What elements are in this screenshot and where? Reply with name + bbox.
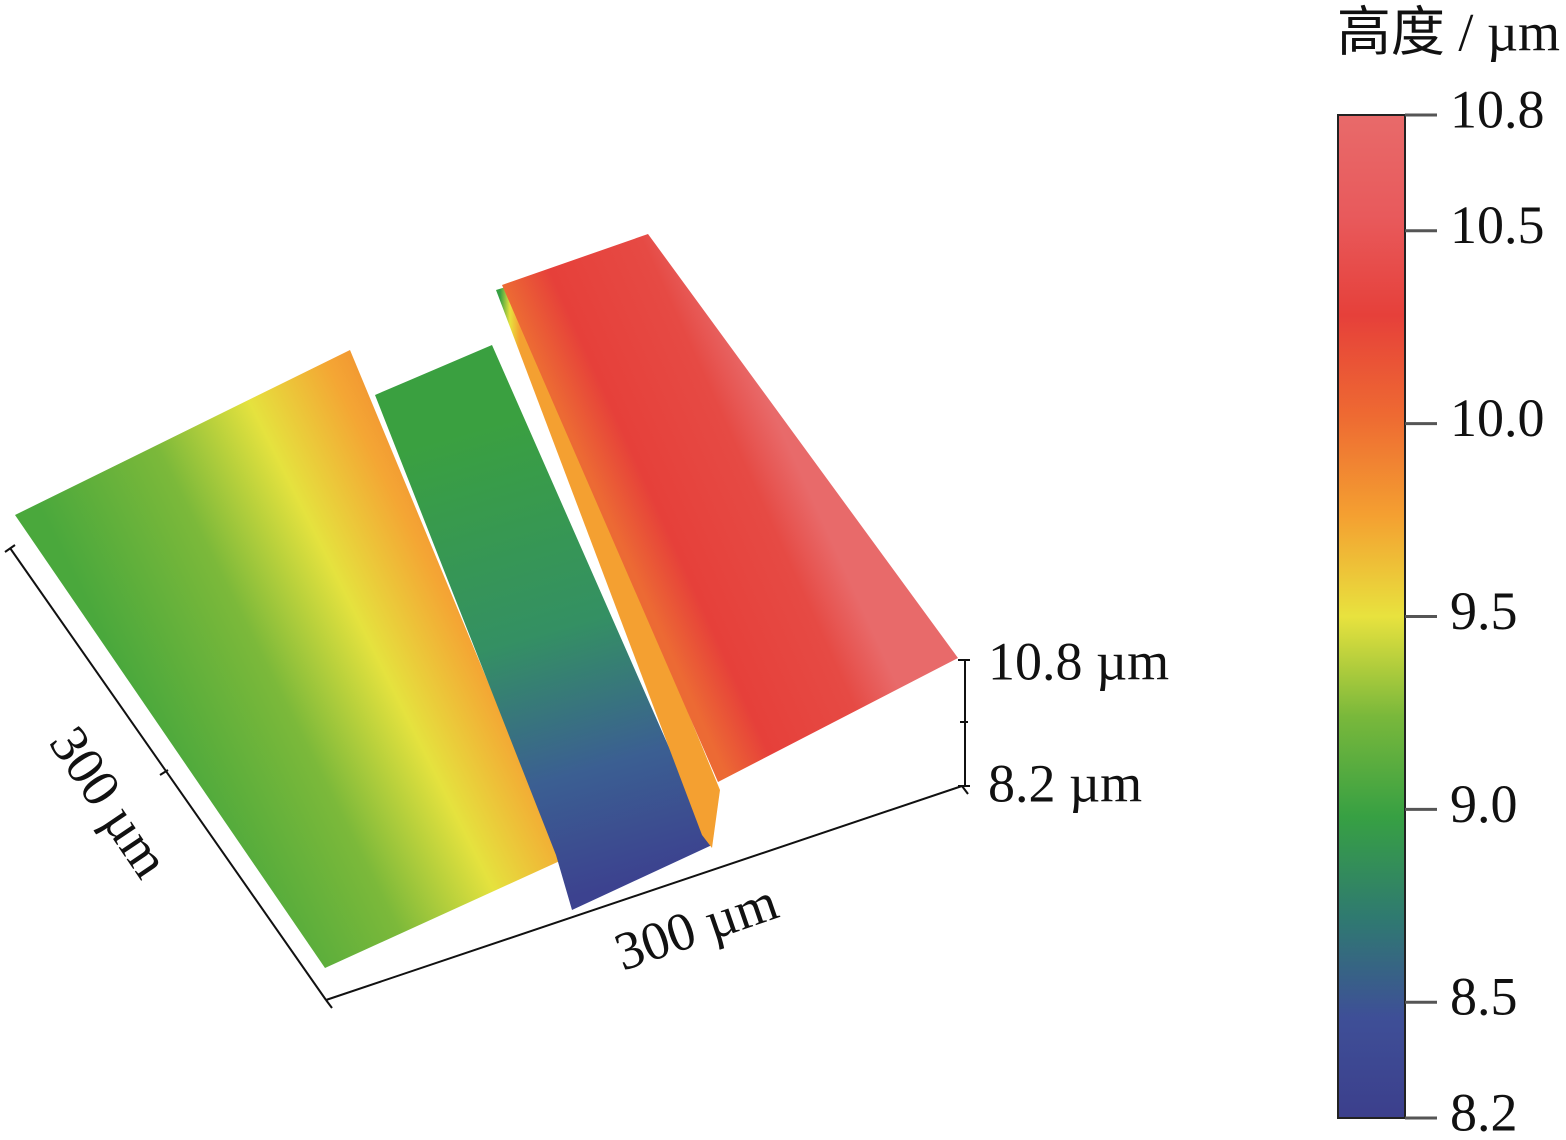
x-axis-line xyxy=(325,785,963,1001)
colorbar-tick-label: 8.5 xyxy=(1450,967,1518,1027)
colorbar-tick-label: 10.0 xyxy=(1450,388,1545,448)
y-axis-label: 300 µm xyxy=(38,716,181,889)
x-axis-label: 300 µm xyxy=(607,871,785,982)
colorbar-tick-label: 10.8 xyxy=(1450,79,1545,139)
colorbar xyxy=(1337,114,1406,1119)
colorbar-tick-label: 9.0 xyxy=(1450,774,1518,834)
y-axis-tick xyxy=(4,544,16,553)
colorbar-tick-label: 10.5 xyxy=(1450,195,1545,255)
z-axis-label: 8.2 µm xyxy=(988,753,1142,813)
y-axis-tick xyxy=(159,769,169,776)
colorbar-tick-label: 8.2 xyxy=(1450,1082,1518,1140)
colorbar-title: 高度 / µm xyxy=(1337,2,1560,62)
x-axis-tick xyxy=(325,999,333,1009)
left-terrace xyxy=(15,350,562,968)
middle-terrace xyxy=(375,345,712,910)
x-axis-tick xyxy=(961,785,969,795)
surface xyxy=(15,234,958,968)
axes xyxy=(4,544,970,1009)
y-axis-line xyxy=(9,547,327,1001)
colorbar-tick-label: 9.5 xyxy=(1450,581,1518,641)
right-terrace xyxy=(502,234,958,782)
z-axis-label: 10.8 µm xyxy=(988,631,1169,691)
step-face xyxy=(496,285,720,848)
